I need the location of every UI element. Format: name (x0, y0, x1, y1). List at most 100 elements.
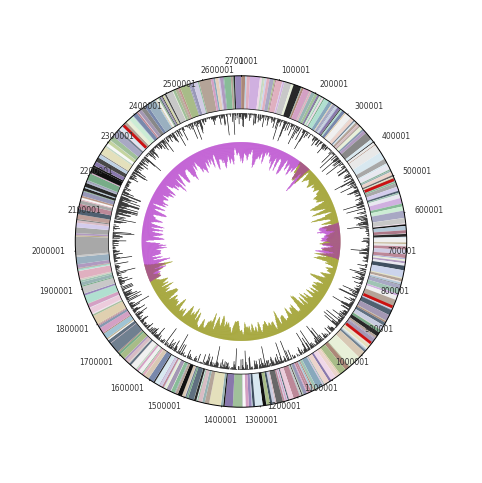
Wedge shape (274, 150, 279, 161)
Wedge shape (142, 240, 148, 241)
Wedge shape (182, 365, 196, 398)
Wedge shape (248, 369, 249, 370)
Wedge shape (287, 318, 293, 327)
Wedge shape (189, 308, 200, 327)
Wedge shape (114, 257, 120, 258)
Wedge shape (294, 355, 295, 358)
Wedge shape (223, 322, 227, 340)
Wedge shape (318, 342, 320, 343)
Wedge shape (372, 218, 406, 227)
Wedge shape (278, 369, 288, 401)
Wedge shape (154, 193, 166, 200)
Wedge shape (329, 272, 335, 274)
Wedge shape (291, 312, 299, 323)
Wedge shape (146, 264, 164, 270)
Wedge shape (151, 279, 164, 285)
Wedge shape (313, 191, 327, 199)
Wedge shape (168, 300, 177, 309)
Wedge shape (199, 151, 208, 170)
Wedge shape (267, 116, 268, 121)
Wedge shape (283, 356, 286, 362)
Wedge shape (270, 357, 273, 366)
Wedge shape (280, 121, 286, 137)
Wedge shape (151, 280, 160, 284)
Wedge shape (161, 182, 167, 186)
Wedge shape (167, 299, 178, 309)
Wedge shape (328, 270, 335, 272)
Wedge shape (232, 326, 234, 341)
Wedge shape (311, 101, 332, 131)
Wedge shape (276, 150, 280, 158)
Wedge shape (209, 314, 216, 336)
Wedge shape (329, 254, 339, 255)
Wedge shape (360, 287, 361, 288)
Wedge shape (298, 162, 301, 166)
Wedge shape (137, 165, 143, 170)
Wedge shape (294, 308, 303, 319)
Wedge shape (239, 113, 240, 124)
Wedge shape (289, 313, 297, 324)
Wedge shape (218, 367, 219, 368)
Wedge shape (356, 223, 368, 226)
Wedge shape (268, 326, 272, 336)
Wedge shape (254, 331, 256, 340)
Wedge shape (334, 253, 340, 254)
Wedge shape (248, 328, 250, 341)
Wedge shape (161, 340, 162, 342)
Wedge shape (333, 153, 335, 154)
Wedge shape (359, 218, 367, 220)
Wedge shape (313, 185, 323, 192)
Wedge shape (120, 283, 121, 284)
Wedge shape (149, 275, 161, 281)
Wedge shape (298, 349, 301, 355)
Wedge shape (142, 252, 161, 255)
Wedge shape (349, 303, 352, 306)
Wedge shape (276, 153, 287, 172)
Wedge shape (297, 169, 309, 182)
Wedge shape (325, 267, 336, 271)
Wedge shape (283, 120, 284, 121)
Wedge shape (357, 290, 360, 292)
Wedge shape (143, 254, 161, 257)
Wedge shape (278, 153, 286, 168)
Wedge shape (322, 253, 339, 256)
Wedge shape (358, 191, 360, 192)
Wedge shape (295, 126, 296, 127)
Wedge shape (271, 323, 276, 335)
Wedge shape (350, 184, 356, 187)
Wedge shape (344, 297, 354, 302)
Wedge shape (280, 120, 282, 127)
Wedge shape (365, 231, 369, 232)
Wedge shape (322, 260, 338, 264)
Wedge shape (245, 374, 249, 407)
Wedge shape (115, 214, 118, 215)
Wedge shape (122, 192, 129, 195)
Wedge shape (167, 298, 177, 308)
Wedge shape (284, 156, 293, 170)
Wedge shape (185, 159, 197, 176)
Wedge shape (317, 282, 329, 289)
Wedge shape (165, 177, 175, 186)
Wedge shape (193, 154, 201, 169)
Wedge shape (159, 185, 170, 193)
Wedge shape (323, 206, 334, 211)
Wedge shape (189, 156, 198, 170)
Wedge shape (133, 113, 158, 141)
Wedge shape (153, 148, 155, 149)
Wedge shape (324, 243, 340, 244)
Wedge shape (234, 76, 236, 109)
Wedge shape (292, 165, 305, 180)
Wedge shape (152, 278, 168, 286)
Wedge shape (150, 201, 161, 206)
Wedge shape (117, 272, 119, 274)
Wedge shape (283, 366, 300, 398)
Wedge shape (219, 144, 224, 163)
Wedge shape (211, 147, 214, 155)
Wedge shape (344, 174, 351, 179)
Wedge shape (325, 146, 328, 150)
Wedge shape (118, 206, 138, 213)
Wedge shape (362, 269, 366, 270)
Wedge shape (300, 294, 316, 308)
Wedge shape (171, 171, 186, 186)
Wedge shape (325, 232, 340, 234)
